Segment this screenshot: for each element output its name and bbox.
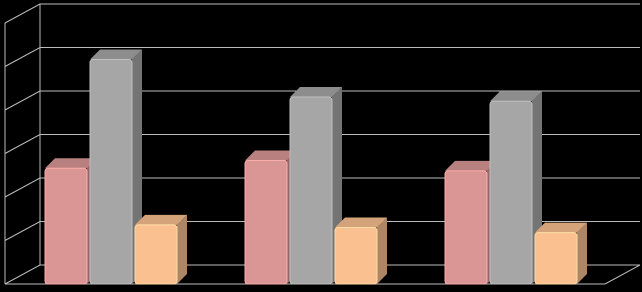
grid-line [4, 177, 640, 198]
bar [334, 217, 387, 285]
bar-front [534, 232, 578, 285]
bar-front [89, 59, 133, 285]
bar-top [245, 150, 297, 161]
grid-line [4, 3, 640, 24]
floor-edge [604, 264, 641, 285]
grid-segment [4, 264, 640, 285]
grid-segment [4, 221, 640, 241]
bar-side [377, 217, 387, 284]
bar-front [334, 226, 378, 285]
bar-front [444, 170, 488, 285]
bar-front [44, 167, 88, 285]
bar [534, 222, 587, 285]
bar-top [45, 158, 97, 169]
grid-line [4, 47, 640, 67]
bar-top [335, 217, 387, 228]
bar [44, 158, 97, 285]
bar-top [490, 91, 542, 102]
bar [244, 150, 297, 285]
bar [134, 214, 187, 285]
bar-front [244, 159, 288, 285]
grid-segment [4, 90, 640, 111]
bar-top [535, 222, 587, 233]
grid-segment [4, 134, 640, 154]
grid-line [4, 134, 640, 154]
grid-line [4, 221, 640, 241]
bar [489, 91, 542, 285]
bar-top [290, 86, 342, 97]
bar-front [134, 224, 178, 285]
bar-front [489, 100, 533, 285]
bar-front [289, 96, 333, 285]
bar-top [135, 214, 187, 225]
grid-line [4, 90, 640, 111]
bar-side [177, 214, 187, 284]
bar-top [90, 49, 142, 60]
grid-segment [4, 3, 640, 24]
grid-line [4, 264, 640, 285]
bar [444, 160, 497, 285]
grid-segment [4, 47, 640, 67]
bar-top [445, 160, 497, 171]
grid-segment [4, 177, 640, 198]
bar [289, 86, 342, 285]
bar [89, 49, 142, 285]
bar-side [577, 222, 587, 284]
